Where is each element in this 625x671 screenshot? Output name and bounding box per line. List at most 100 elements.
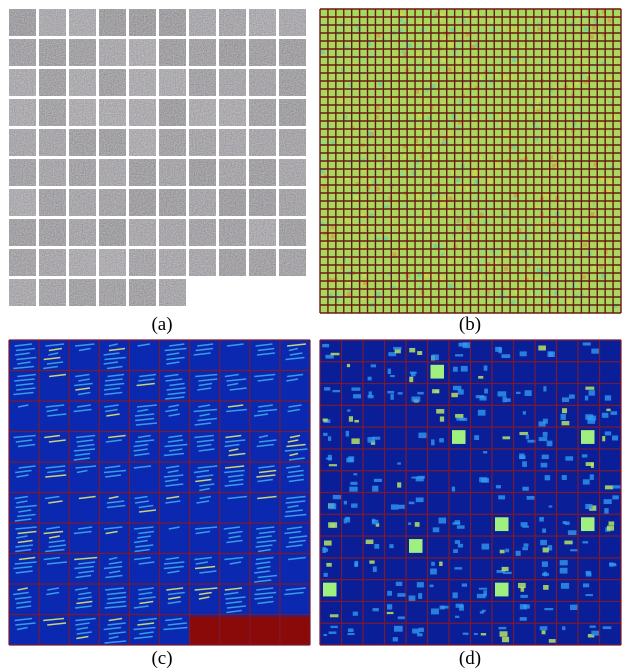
filter-tile [249,9,276,36]
filter-tile [69,129,96,156]
stripe [224,469,245,474]
stripe [103,387,121,391]
stripe [134,548,150,553]
heatmap-speck [340,98,345,103]
heatmap-speck [459,68,464,73]
heatmap-speck [518,61,523,66]
spot [431,439,435,446]
spot [329,614,339,618]
spot [397,392,403,395]
spot [323,633,327,637]
filter-tile [279,69,306,96]
stripe [108,570,121,574]
spot [325,354,334,359]
bright-tile [452,430,466,444]
stripe [226,609,242,614]
heatmap-speck [330,225,335,230]
stripe [17,587,28,591]
heatmap-speck [412,164,417,169]
heatmap-speck [433,58,438,63]
heatmap-speck [477,30,482,35]
spot [541,561,548,567]
heatmap-speck [424,88,429,93]
filter-tile [249,39,276,66]
stripe [75,373,90,378]
spot [515,550,521,556]
filter-tile [159,159,186,186]
stripe [46,591,60,596]
stripe [103,526,123,530]
spot [373,478,382,482]
spot [585,503,593,510]
heatmap-speck [355,182,360,187]
stripe [138,591,153,596]
filter-tile [219,99,246,126]
spot [439,438,444,443]
heatmap-speck [384,205,389,210]
spot [451,392,458,398]
spot [547,545,553,551]
stripe [16,500,28,504]
stripe [167,391,186,396]
spot [564,540,573,545]
heatmap-speck [478,75,483,80]
spot [393,346,402,350]
spot [522,547,528,551]
filter-tile [219,159,246,186]
stripe [286,474,304,478]
heatmap-speck [477,269,482,274]
filter-tile [9,69,36,96]
heatmap-speck [360,225,365,230]
filter-tile [189,39,216,66]
filter-tile [219,9,246,36]
heatmap-speck [583,27,588,32]
stripe [104,382,125,387]
heatmap-speck [343,217,348,222]
stripe [198,596,210,600]
heatmap-speck [359,69,364,74]
stripe [198,448,215,452]
heatmap-speck [346,280,351,285]
stripe [78,347,91,352]
heatmap-speck [498,121,503,126]
stripe [194,587,218,591]
filter-tile [9,99,36,126]
heatmap-speck [465,32,470,37]
stripe [254,570,270,574]
spot [418,627,424,632]
filter-tile [69,249,96,276]
stripe [17,373,36,378]
stripe [13,391,34,396]
stripe [73,530,92,535]
heatmap-speck [536,109,541,114]
stripe [43,617,65,622]
spot [454,540,460,544]
spot [367,437,375,443]
stripe [17,513,36,518]
heatmap-speck [601,177,606,182]
spot [601,412,609,418]
stripe [197,387,212,391]
spot [412,628,420,634]
spot [440,605,450,609]
spot [538,421,546,428]
stripe [257,378,274,382]
heatmap-speck [590,212,595,217]
heatmap-speck [601,280,606,285]
spot [542,547,549,553]
stripe [43,356,61,361]
spot [498,495,506,500]
heatmap-speck [510,300,515,305]
spot [501,354,511,358]
spot [454,520,461,525]
spot [418,432,427,439]
spot [322,343,330,348]
spot [409,347,416,353]
heatmap-speck [440,66,445,71]
heatmap-speck [478,258,483,263]
stripe [137,343,150,347]
filter-tile [189,159,216,186]
spot [455,354,464,357]
stripe [164,443,188,448]
